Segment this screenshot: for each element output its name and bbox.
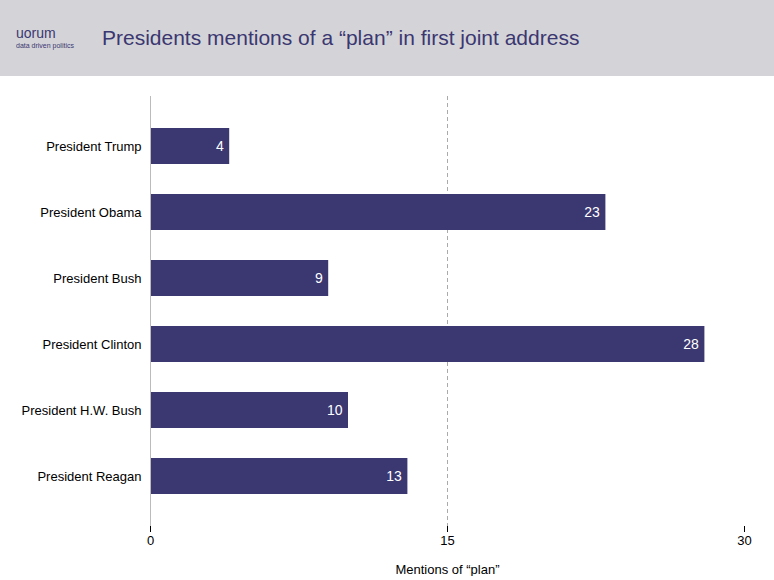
svg-text:0: 0: [147, 533, 154, 548]
html-text:Presidents mentions of a “plan: Presidents mentions of a “plan” in first…: [102, 26, 580, 49]
svg-text:President Obama: President Obama: [40, 205, 142, 220]
svg-text:President Trump: President Trump: [46, 139, 141, 154]
svg-text:30: 30: [737, 533, 751, 548]
svg-text:15: 15: [440, 533, 454, 548]
svg-text:4: 4: [216, 138, 224, 154]
svg-text:President Bush: President Bush: [53, 271, 141, 286]
svg-text:President H.W. Bush: President H.W. Bush: [22, 403, 142, 418]
svg-text:President Reagan: President Reagan: [37, 469, 141, 484]
svg-text:10: 10: [327, 402, 343, 418]
svg-text:9: 9: [315, 270, 323, 286]
svg-text:President Clinton: President Clinton: [43, 337, 142, 352]
svg-text:Mentions of “plan”: Mentions of “plan”: [395, 562, 499, 577]
svg-text:28: 28: [683, 336, 699, 352]
html-text:uorum: uorum: [16, 25, 56, 42]
svg-text:13: 13: [386, 468, 402, 484]
svg-text:23: 23: [584, 204, 600, 220]
html-text:data driven politics: data driven politics: [16, 41, 74, 49]
